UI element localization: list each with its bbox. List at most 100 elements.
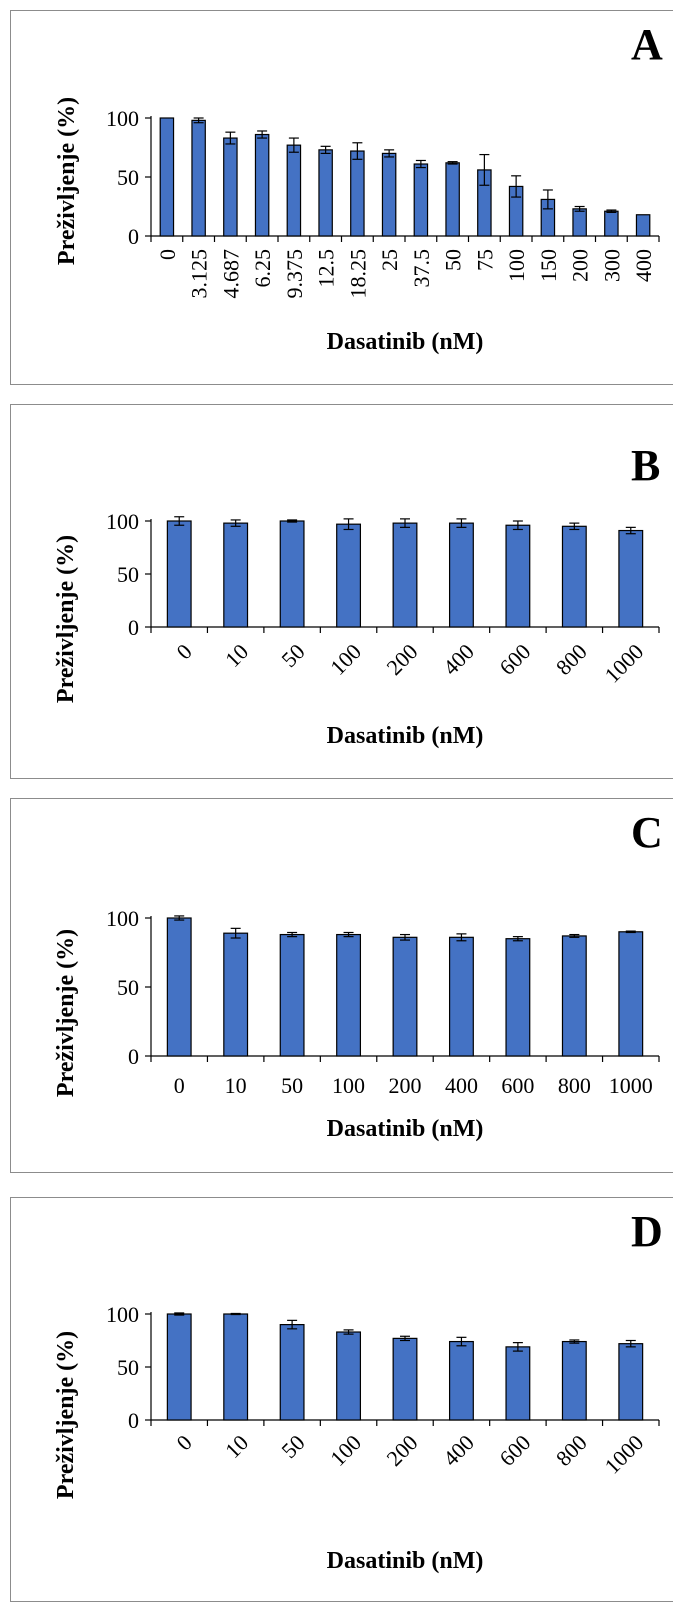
y-axis-title: Preživljenje (%) (54, 97, 80, 265)
x-tick-label: 10 (220, 639, 253, 672)
x-tick-label: 200 (568, 249, 593, 282)
x-tick-label: 50 (281, 1073, 303, 1098)
panel-letter-c: C (631, 808, 663, 857)
bar-400 (448, 1340, 474, 1421)
bar-300 (604, 210, 619, 237)
y-tick-label: 0 (128, 224, 139, 249)
bar-400 (448, 936, 474, 1057)
x-tick-label: 400 (631, 249, 656, 282)
x-tick-label: 400 (438, 1430, 479, 1471)
y-tick-label: 100 (106, 906, 139, 931)
chart-a-svg: A 0 50 100 0 3.125 4.687 6.25 9.375 12.5 18.25 25 37… (54, 20, 663, 355)
x-tick-label: 600 (494, 1430, 535, 1471)
bar-600 (505, 938, 531, 1057)
x-tick-label: 200 (382, 1430, 423, 1471)
x-tick-label: 200 (382, 639, 423, 680)
bar-800 (561, 525, 587, 628)
bar-400 (448, 522, 474, 628)
bar-10 (223, 932, 249, 1057)
bar-100 (336, 1331, 362, 1421)
panel-letter-a: A (631, 20, 663, 69)
panel-letter-b: B (631, 441, 660, 490)
bar-1000 (618, 931, 644, 1057)
x-tick-label: 400 (438, 639, 479, 680)
bar-18.25 (350, 150, 365, 237)
bar-600 (505, 1346, 531, 1421)
x-tick-label: 800 (551, 639, 592, 680)
x-tick-label: 600 (501, 1073, 534, 1098)
x-tick-label: 400 (445, 1073, 478, 1098)
x-tick-label: 75 (472, 249, 497, 271)
bar-3.125 (191, 119, 206, 237)
x-tick-label: 6.25 (250, 249, 275, 288)
bar-100 (336, 933, 362, 1057)
y-axis-title: Preživljenje (%) (53, 929, 79, 1097)
x-tick-label: 12.5 (314, 249, 339, 288)
x-tick-label: 50 (276, 639, 309, 672)
x-tick-label: 1000 (609, 1073, 653, 1098)
x-tick-label: 3.125 (187, 249, 212, 299)
bar-12.5 (318, 149, 333, 237)
bar-0 (166, 1313, 192, 1421)
bar-0 (159, 117, 175, 237)
panel-letter-d: D (631, 1207, 663, 1256)
chart-panel-d: D 0 50 100 0 10 50 100 200 400 600 800 1000 Preživlje… (10, 1197, 673, 1602)
bar-50 (279, 1323, 305, 1421)
bar-37.5 (413, 163, 429, 237)
x-tick-label: 25 (377, 249, 402, 271)
x-tick-label: 100 (504, 249, 529, 282)
y-tick-label: 100 (106, 1302, 139, 1327)
bar-4.687 (223, 137, 238, 237)
y-tick-label: 0 (128, 615, 139, 640)
y-tick-label: 100 (106, 106, 139, 131)
x-tick-label: 10 (220, 1430, 253, 1463)
x-tick-label: 200 (389, 1073, 422, 1098)
y-axis-title: Preživljenje (%) (53, 535, 79, 703)
chart-panel-a: A 0 50 100 0 3.125 4.687 6.25 9.375 12.5 18.25 25 37… (10, 10, 673, 385)
x-tick-label: 300 (599, 249, 624, 282)
x-tick-label: 0 (155, 249, 180, 260)
x-tick-label: 9.375 (282, 249, 307, 299)
x-tick-label: 50 (276, 1430, 309, 1463)
bar-1000 (618, 529, 644, 628)
bar-200 (392, 936, 418, 1057)
x-tick-label: 100 (325, 639, 366, 680)
x-tick-label: 0 (171, 639, 196, 664)
y-tick-label: 0 (128, 1408, 139, 1433)
x-axis-title: Dasatinib (nM) (327, 1116, 484, 1142)
x-tick-label: 10 (225, 1073, 247, 1098)
chart-panel-b: B 0 50 100 0 10 50 100 200 400 600 800 1000 Preživlje… (10, 404, 673, 779)
bar-0 (166, 520, 192, 628)
y-tick-label: 50 (117, 1355, 139, 1380)
bar-1000 (618, 1343, 644, 1421)
bar-50 (279, 933, 305, 1057)
x-tick-label: 150 (536, 249, 561, 282)
y-tick-label: 50 (117, 975, 139, 1000)
bar-200 (572, 208, 587, 237)
bar-50 (445, 162, 460, 237)
x-tick-label: 1000 (600, 1430, 649, 1479)
x-tick-label: 50 (441, 249, 466, 271)
bar-10 (223, 522, 249, 628)
bar-25 (381, 152, 397, 237)
bar-200 (392, 522, 418, 628)
bar-10 (223, 1313, 249, 1421)
x-axis-title: Dasatinib (nM) (327, 1548, 484, 1574)
bar-400 (635, 214, 651, 237)
x-tick-label: 800 (551, 1430, 592, 1471)
bar-50 (279, 520, 305, 628)
x-tick-label: 18.25 (345, 249, 370, 299)
x-axis-title: Dasatinib (nM) (327, 723, 484, 749)
x-tick-label: 0 (171, 1430, 196, 1455)
x-tick-label: 100 (332, 1073, 365, 1098)
x-tick-label: 600 (494, 639, 535, 680)
x-tick-label: 1000 (600, 639, 649, 688)
bar-800 (561, 1340, 587, 1421)
x-axis-title: Dasatinib (nM) (327, 329, 484, 355)
bar-800 (561, 935, 587, 1057)
x-tick-label: 100 (325, 1430, 366, 1471)
bar-600 (505, 524, 531, 628)
bar-0 (166, 917, 192, 1057)
